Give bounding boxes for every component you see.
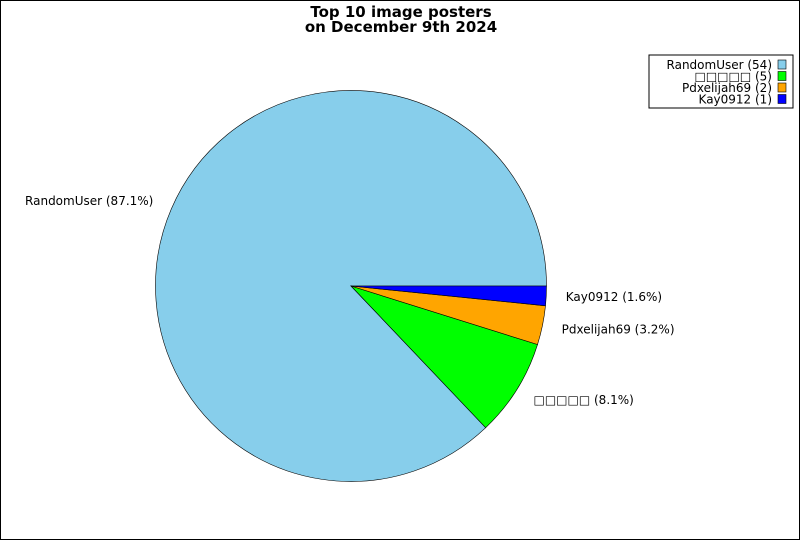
legend-entry-label: □□□□□ (5) xyxy=(694,70,772,84)
pie-slice xyxy=(350,285,547,307)
legend-swatch xyxy=(777,82,787,93)
legend-swatch xyxy=(777,59,787,70)
legend-box xyxy=(648,54,794,109)
slice-label: Pdxelijah69 (3.2%) xyxy=(562,322,675,336)
chart-title-line-1: Top 10 image posters xyxy=(310,3,491,21)
legend-entry-label: RandomUser (54) xyxy=(667,58,772,72)
slice-label: Kay0912 (1.6%) xyxy=(566,290,662,304)
legend: RandomUser (54)□□□□□ (5)Pdxelijah69 (2)K… xyxy=(648,54,794,109)
chart-title-line-2: on December 9th 2024 xyxy=(305,18,497,36)
legend-entry-label: Pdxelijah69 (2) xyxy=(682,81,772,95)
slice-labels: RandomUser (87.1%) □□□□□ (8.1%) Pdxelijah6… xyxy=(25,194,674,407)
pie-slices xyxy=(155,90,547,482)
legend-swatch xyxy=(777,71,787,81)
slice-label: □□□□□ (8.1%) xyxy=(534,393,634,407)
pie-slice xyxy=(349,285,538,429)
legend-swatch xyxy=(777,94,787,104)
slice-label: RandomUser (87.1%) xyxy=(25,194,153,208)
legend-entry-label: Kay0912 (1) xyxy=(699,93,772,107)
